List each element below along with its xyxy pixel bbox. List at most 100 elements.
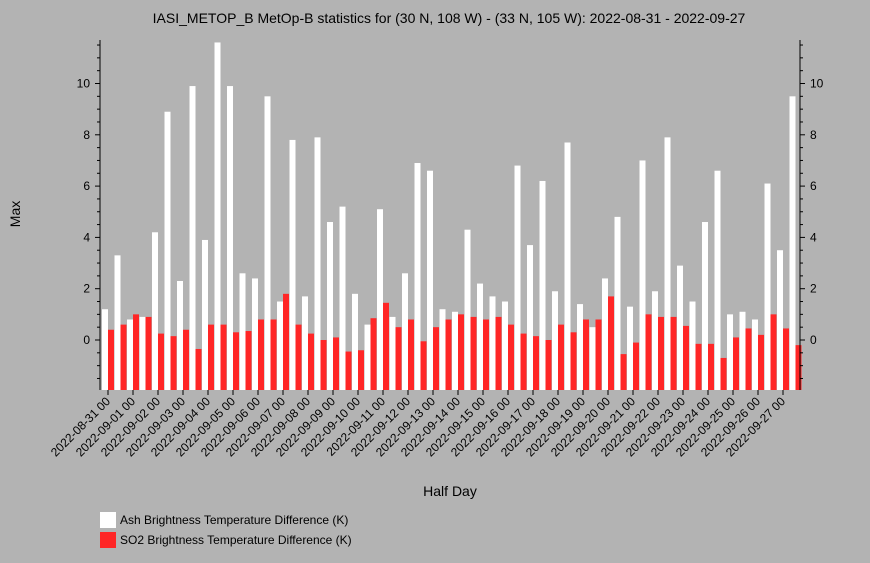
bar-so2-46 [683, 325, 689, 390]
bar-ash-39 [589, 327, 596, 390]
bar-so2-35 [545, 340, 552, 390]
bar-so2-6 [183, 329, 189, 390]
bar-ash-50 [727, 314, 733, 390]
bar-so2-15 [295, 324, 302, 390]
legend-swatch-ash [100, 512, 116, 528]
y-tick-label-right: 4 [810, 230, 817, 244]
y-tick-label-left: 8 [83, 128, 90, 142]
bar-so2-28 [458, 314, 464, 390]
bar-ash-36 [552, 291, 558, 390]
bar-ash-0 [102, 309, 108, 390]
bar-ash-49 [714, 170, 721, 390]
bar-ash-17 [314, 137, 321, 390]
bar-ash-40 [602, 278, 608, 390]
bar-ash-18 [327, 222, 333, 390]
bar-so2-9 [220, 324, 227, 390]
y-tick-label-right: 0 [810, 333, 817, 347]
bar-so2-12 [258, 319, 264, 390]
bar-so2-47 [695, 343, 702, 390]
bar-ash-51 [739, 311, 746, 390]
bar-so2-16 [308, 333, 314, 390]
bar-ash-19 [339, 206, 346, 390]
bar-so2-36 [558, 324, 564, 390]
bar-so2-25 [420, 341, 427, 390]
legend-label-so2: SO2 Brightness Temperature Difference (K… [120, 533, 352, 547]
bar-ash-32 [502, 301, 508, 390]
bar-so2-55 [795, 345, 802, 390]
bar-ash-30 [477, 283, 483, 390]
bar-ash-5 [164, 111, 171, 390]
bar-so2-22 [383, 302, 389, 390]
bar-ash-46 [677, 265, 683, 390]
bar-ash-4 [152, 232, 158, 390]
y-tick-label-right: 8 [810, 128, 817, 142]
bar-so2-17 [320, 340, 327, 390]
bar-so2-33 [520, 333, 527, 390]
y-tick-label-right: 6 [810, 179, 817, 193]
bar-so2-24 [408, 319, 414, 390]
bar-so2-11 [245, 331, 252, 390]
bar-ash-48 [702, 222, 708, 390]
bar-ash-34 [527, 245, 533, 390]
bar-so2-18 [333, 337, 339, 390]
bar-so2-43 [645, 314, 652, 390]
bar-ash-27 [439, 309, 446, 390]
x-axis-label: Half Day [423, 483, 477, 499]
bar-so2-44 [658, 316, 664, 390]
bar-so2-23 [395, 327, 402, 390]
bar-ash-23 [389, 316, 396, 390]
bar-ash-25 [414, 163, 421, 390]
bar-ash-31 [489, 296, 496, 390]
bar-so2-10 [233, 332, 239, 390]
bar-ash-42 [627, 306, 633, 390]
bar-so2-54 [783, 328, 789, 390]
bar-ash-14 [277, 301, 283, 390]
bar-so2-29 [470, 316, 477, 390]
bar-ash-29 [464, 229, 471, 390]
bar-so2-37 [570, 332, 577, 390]
y-tick-label-left: 2 [83, 282, 90, 296]
bars-layer [102, 42, 802, 391]
bar-ash-35 [539, 180, 546, 390]
bar-ash-45 [664, 137, 671, 390]
bar-so2-1 [120, 324, 127, 390]
bar-ash-15 [289, 139, 296, 390]
bar-so2-40 [608, 296, 614, 390]
bar-so2-39 [595, 319, 602, 390]
bar-so2-41 [620, 354, 627, 390]
bar-so2-13 [270, 319, 277, 390]
y-tick-label-left: 4 [83, 230, 90, 244]
bar-so2-4 [158, 333, 164, 390]
bar-so2-14 [283, 293, 289, 390]
bar-ash-7 [189, 86, 196, 390]
bar-so2-31 [495, 316, 502, 390]
bar-ash-22 [377, 209, 383, 390]
bar-so2-30 [483, 319, 489, 390]
bar-so2-7 [195, 348, 202, 390]
y-tick-label-left: 0 [83, 333, 90, 347]
bar-so2-49 [720, 357, 727, 390]
bar-ash-41 [614, 216, 621, 390]
bar-ash-55 [789, 96, 796, 390]
bar-ash-28 [452, 311, 458, 390]
bar-so2-51 [745, 328, 752, 390]
bar-so2-38 [583, 319, 589, 390]
bar-ash-11 [239, 273, 246, 390]
legend-swatch-so2 [100, 532, 116, 548]
bar-ash-16 [302, 296, 308, 390]
bar-so2-26 [433, 327, 439, 390]
bar-ash-13 [264, 96, 271, 390]
bar-so2-48 [708, 343, 714, 390]
y-tick-label-left: 6 [83, 179, 90, 193]
bar-so2-27 [445, 319, 452, 390]
bar-ash-53 [764, 183, 771, 390]
bar-ash-52 [752, 319, 758, 390]
legend-label-ash: Ash Brightness Temperature Difference (K… [120, 513, 348, 527]
y-tick-label-right: 10 [810, 77, 824, 91]
y-tick-label-right: 2 [810, 282, 817, 296]
bar-ash-2 [127, 319, 133, 390]
bar-ash-21 [364, 324, 371, 390]
bar-ash-6 [177, 281, 183, 390]
y-axis-label: Max [7, 201, 23, 227]
